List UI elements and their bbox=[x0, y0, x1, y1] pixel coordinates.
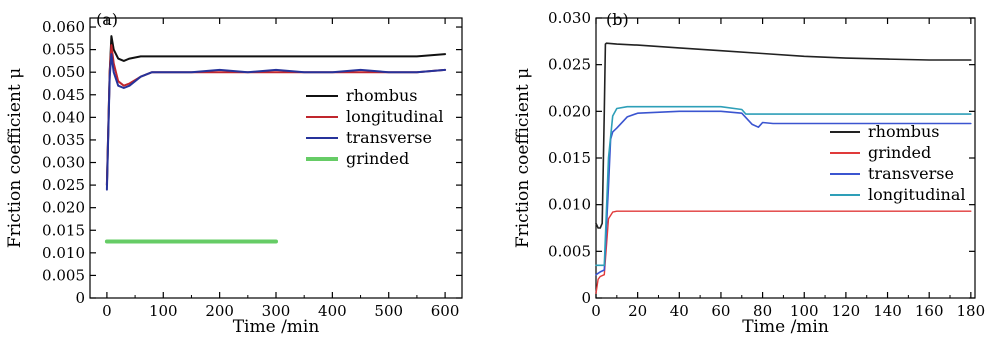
x-tick-label: 100 bbox=[790, 302, 819, 320]
legend-label-longitudinal: longitudinal bbox=[346, 107, 443, 126]
y-tick-label: 0.045 bbox=[42, 86, 85, 104]
y-tick-label: 0.035 bbox=[42, 131, 85, 149]
series-line-transverse bbox=[595, 110, 972, 276]
y-tick-label: 0.015 bbox=[42, 221, 85, 239]
legend-label-transverse: transverse bbox=[868, 164, 954, 183]
y-tick-label: 0.030 bbox=[42, 154, 85, 172]
x-tick-label: 600 bbox=[431, 302, 460, 320]
legend-label-transverse: transverse bbox=[346, 128, 432, 147]
x-tick-label: 400 bbox=[318, 302, 347, 320]
panel-b: 0 20 40 60 80 100 120 140 160 180 0 0.005 0.010 0.015… bbox=[513, 9, 985, 337]
y-tick-label: 0.005 bbox=[42, 266, 85, 284]
y-tick-label: 0.015 bbox=[548, 149, 591, 167]
x-axis-title: Time /min bbox=[742, 317, 829, 337]
legend-label-longitudinal: longitudinal bbox=[868, 185, 965, 204]
y-tick-label: 0.020 bbox=[548, 102, 591, 120]
legend-label-rhombus: rhombus bbox=[868, 122, 940, 141]
x-tick-label: 140 bbox=[873, 302, 902, 320]
x-tick-label: 500 bbox=[374, 302, 403, 320]
y-tick-label: 0.050 bbox=[42, 63, 85, 81]
legend-label-rhombus: rhombus bbox=[346, 86, 418, 105]
series-line-rhombus bbox=[105, 35, 447, 187]
series-line-longitudinal bbox=[595, 105, 972, 267]
series-line-rhombus bbox=[595, 42, 972, 229]
y-tick-label: 0.025 bbox=[42, 176, 85, 194]
y-tick-label: 0.010 bbox=[548, 196, 591, 214]
panel-label: (a) bbox=[96, 10, 118, 29]
x-tick-label: 0 bbox=[591, 302, 601, 320]
x-tick-label: 160 bbox=[915, 302, 944, 320]
y-tick-label: 0.060 bbox=[42, 18, 85, 36]
x-tick-label: 60 bbox=[711, 302, 730, 320]
y-tick-label: 0.005 bbox=[548, 242, 591, 260]
panel-label: (b) bbox=[606, 10, 629, 29]
y-tick-label: 0 bbox=[75, 289, 85, 307]
legend-label-grinded: grinded bbox=[868, 143, 931, 162]
x-tick-label: 180 bbox=[957, 302, 986, 320]
x-tick-label: 300 bbox=[262, 302, 291, 320]
panel-a: 0 100 200 300 400 500 600 0 0.005 0.010 0.015 0.020… bbox=[5, 10, 463, 337]
y-tick-label: 0.030 bbox=[548, 9, 591, 27]
series-line-transverse bbox=[105, 53, 447, 191]
x-tick-label: 200 bbox=[205, 302, 234, 320]
series-line-grinded bbox=[595, 210, 972, 294]
y-tick-label: 0.010 bbox=[42, 244, 85, 262]
y-axis-title: Friction coefficient μ bbox=[5, 68, 25, 248]
x-tick-label: 120 bbox=[832, 302, 861, 320]
y-axis-title: Friction coefficient μ bbox=[513, 68, 533, 248]
y-tick-label: 0.040 bbox=[42, 108, 85, 126]
x-tick-label: 40 bbox=[670, 302, 689, 320]
x-tick-label: 0 bbox=[102, 302, 112, 320]
y-tick-label: 0 bbox=[581, 289, 591, 307]
y-tick-label: 0.020 bbox=[42, 199, 85, 217]
y-tick-label: 0.025 bbox=[548, 56, 591, 74]
x-tick-label: 80 bbox=[753, 302, 772, 320]
legend-label-grinded: grinded bbox=[346, 149, 409, 168]
x-tick-label: 100 bbox=[149, 302, 178, 320]
y-tick-label: 0.055 bbox=[42, 41, 85, 59]
x-axis-title: Time /min bbox=[233, 317, 320, 337]
x-tick-label: 20 bbox=[628, 302, 647, 320]
